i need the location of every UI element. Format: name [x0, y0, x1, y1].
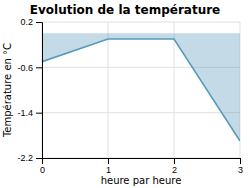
tick-label: -0.6	[17, 63, 33, 73]
chart: 0 1 2 3 0.2 -0.6 -1.4 -2.2 Evolution de la tempé…	[0, 0, 250, 188]
grid-line-x	[108, 22, 109, 158]
tick-mark	[36, 113, 42, 114]
tick-label: 1	[106, 165, 111, 175]
x-axis: 0 1 2 3	[40, 158, 243, 175]
tick-label: -2.2	[17, 153, 33, 163]
tick-mark	[36, 22, 42, 23]
tick-mark	[36, 158, 42, 159]
tick: 1	[106, 158, 111, 175]
tick: -2.2	[17, 153, 42, 163]
tick-mark	[36, 67, 42, 68]
tick: 0.2	[20, 17, 42, 27]
area	[42, 33, 240, 141]
tick: 3	[238, 158, 243, 175]
tick-label: -1.4	[17, 108, 33, 118]
grid-line-x	[174, 22, 175, 158]
title: Evolution de la température	[30, 3, 221, 17]
grid	[42, 22, 240, 158]
tick-label: 2	[172, 165, 177, 175]
y-axis-title: Température en °C	[2, 43, 13, 138]
line	[42, 39, 240, 141]
x-axis-title: heure par heure	[101, 175, 182, 186]
tick: 2	[172, 158, 177, 175]
tick-label: 3	[238, 165, 243, 175]
plot-area: 0 1 2 3 0.2 -0.6 -1.4 -2.2	[17, 17, 243, 175]
tick-label: 0.2	[20, 17, 33, 27]
grid-line-y	[42, 112, 240, 113]
y-axis: 0.2 -0.6 -1.4 -2.2	[17, 17, 42, 163]
tick-mark	[174, 158, 175, 164]
tick: -1.4	[17, 108, 42, 118]
tick: 0	[40, 158, 45, 175]
axis-line	[43, 159, 241, 165]
grid-line-y	[42, 22, 240, 23]
tick: -0.6	[17, 63, 42, 73]
axis-line	[36, 23, 43, 159]
tick-mark	[240, 158, 241, 164]
tick-mark	[108, 158, 109, 164]
marks	[42, 33, 240, 141]
tick-label: 0	[40, 165, 45, 175]
